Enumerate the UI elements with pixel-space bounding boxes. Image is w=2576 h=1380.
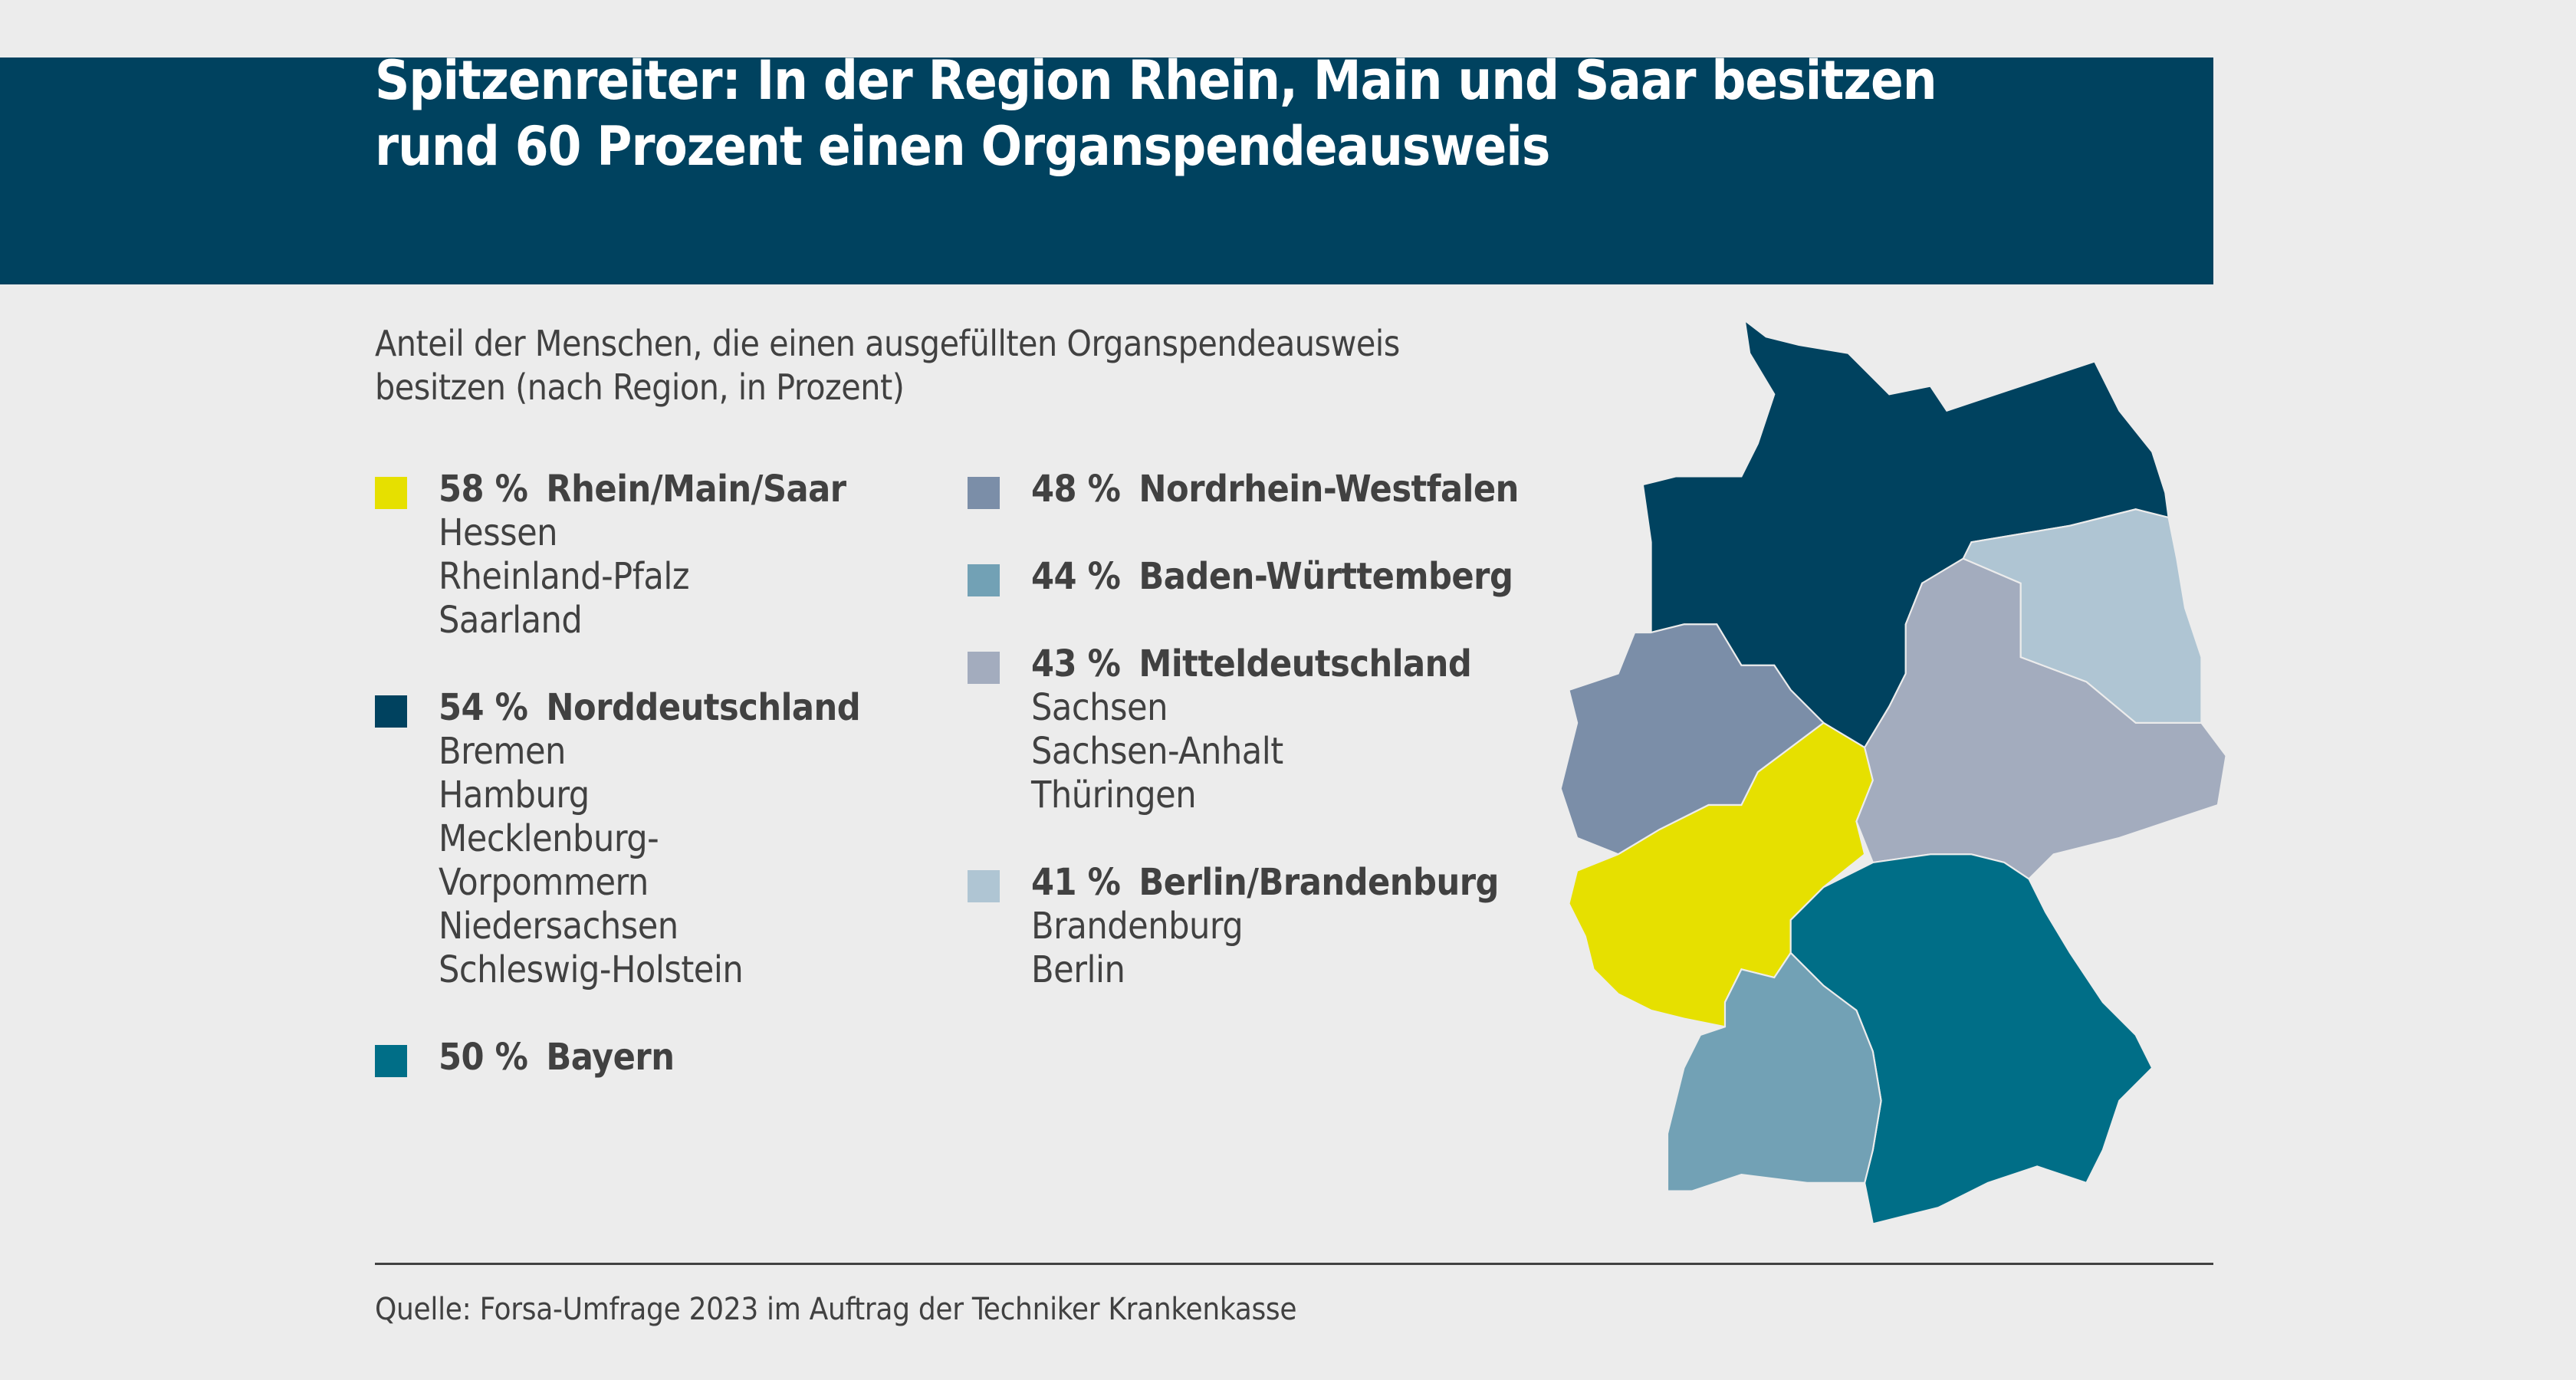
legend-region-name: Berlin/Brandenburg	[1138, 861, 1499, 904]
legend-percent: 54 %	[439, 686, 528, 729]
legend-state: Rheinland-Pfalz	[439, 555, 690, 598]
legend-region-name: Nordrhein-Westfalen	[1138, 468, 1519, 511]
legend-column-2: 48 % Nordrhein-Westfalen 44 % Baden-Württem…	[968, 468, 1519, 1036]
page-title: Spitzenreiter: In der Region Rhein, Main…	[375, 48, 1937, 179]
legend-swatch	[968, 477, 1000, 509]
subtitle-line-2: besitzen (nach Region, in Prozent)	[375, 366, 905, 408]
legend-item: 43 % Mitteldeutschland Sachsen Sachsen-Anha…	[968, 642, 1519, 817]
subtitle-line-1: Anteil der Menschen, die einen ausgefüll…	[375, 323, 1400, 364]
legend-region-name: Norddeutschland	[546, 686, 861, 729]
legend-swatch	[375, 1045, 407, 1077]
footer-divider	[375, 1263, 2213, 1265]
legend-heading: 54 % Norddeutschland	[439, 686, 861, 730]
legend-percent: 58 %	[439, 468, 528, 511]
map-region-berlin-brandenburg	[1962, 508, 2203, 724]
legend-heading: 50 % Bayern	[439, 1036, 860, 1079]
legend-item: 58 % Rhein/Main/Saar Hessen Rheinland-Pfalz…	[375, 468, 860, 642]
legend-region-name: Rhein/Main/Saar	[546, 468, 846, 511]
legend-region-name: Bayern	[546, 1036, 675, 1079]
legend-percent: 43 %	[1031, 642, 1121, 685]
legend-region-name: Mitteldeutschland	[1138, 642, 1472, 685]
legend-swatch	[968, 870, 1000, 902]
legend-item: 48 % Nordrhein-Westfalen	[968, 468, 1519, 511]
legend-heading: 41 % Berlin/Brandenburg	[1031, 861, 1519, 905]
legend-state: Thüringen	[1031, 774, 1197, 816]
legend-percent: 44 %	[1031, 555, 1121, 598]
legend-item: 54 % Norddeutschland Bremen Hamburg Mecklenb…	[375, 686, 861, 992]
source-note: Quelle: Forsa-Umfrage 2023 im Auftrag de…	[375, 1292, 1297, 1327]
legend-item: 44 % Baden-Württemberg	[968, 555, 1519, 599]
legend-percent: 48 %	[1031, 468, 1121, 511]
legend-state: Schleswig-Holstein	[439, 948, 744, 991]
legend-swatch	[968, 652, 1000, 684]
legend-item: 41 % Berlin/Brandenburg Brandenburg Berlin	[968, 861, 1519, 992]
legend-state: Saarland	[439, 599, 583, 642]
legend-percent: 50 %	[439, 1036, 528, 1079]
legend-heading: 58 % Rhein/Main/Saar	[439, 468, 860, 511]
map-region-rhein-main-saar	[1568, 721, 1874, 1028]
map-region-baden-wuerttemberg	[1666, 951, 1882, 1192]
legend-state: Berlin	[1031, 948, 1125, 991]
legend-state: Niedersachsen	[439, 905, 678, 948]
title-line-1: Spitzenreiter: In der Region Rhein, Main…	[375, 49, 1937, 112]
subtitle: Anteil der Menschen, die einen ausgefüll…	[375, 322, 1400, 409]
legend-region-name: Baden-Württemberg	[1138, 555, 1513, 598]
legend-column-1: 58 % Rhein/Main/Saar Hessen Rheinland-Pfalz…	[375, 468, 861, 1123]
legend-state: Sachsen-Anhalt	[1031, 730, 1283, 773]
legend-state: Hamburg	[439, 774, 590, 816]
legend-swatch	[375, 477, 407, 509]
legend-heading: 43 % Mitteldeutschland	[1031, 642, 1519, 686]
title-line-2: rund 60 Prozent einen Organspendeausweis	[375, 115, 1550, 178]
legend-heading: 44 % Baden-Württemberg	[1031, 555, 1519, 599]
legend-state: Mecklenburg-	[439, 817, 659, 860]
title-banner	[0, 58, 2213, 284]
legend-state: Hessen	[439, 511, 558, 554]
legend-heading: 48 % Nordrhein-Westfalen	[1031, 468, 1519, 511]
legend-state: Vorpommern	[439, 861, 649, 904]
legend-state: Brandenburg	[1031, 905, 1244, 948]
legend-swatch	[968, 564, 1000, 596]
legend-swatch	[375, 695, 407, 728]
legend-state: Bremen	[439, 730, 566, 773]
legend-state: Sachsen	[1031, 686, 1168, 729]
legend-percent: 41 %	[1031, 861, 1121, 904]
legend-item: 50 % Bayern	[375, 1036, 860, 1079]
